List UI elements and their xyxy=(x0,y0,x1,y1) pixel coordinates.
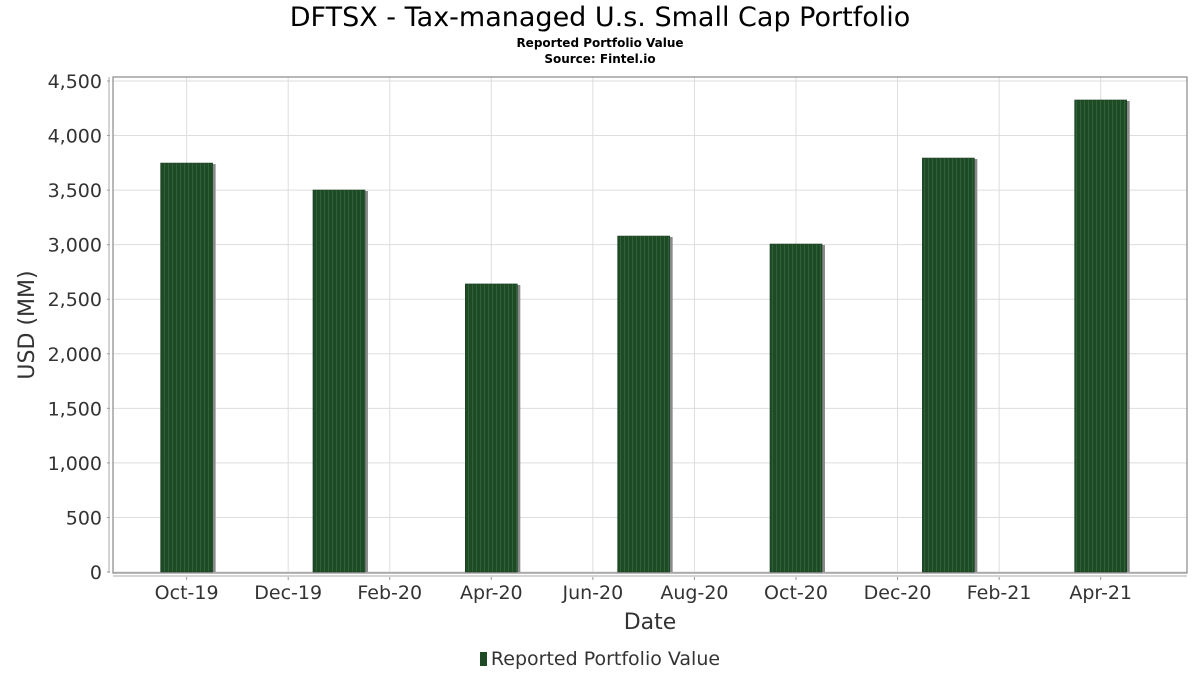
y-tick-label: 2,500 xyxy=(48,289,102,311)
bar-Jul-20 xyxy=(617,235,670,573)
x-tick-label: Aug-20 xyxy=(660,582,728,604)
chart-subtitle: Reported Portfolio Value xyxy=(516,36,684,50)
x-tick-label: Oct-19 xyxy=(155,582,219,604)
y-tick-label: 4,000 xyxy=(48,126,102,148)
x-axis: Oct-19 Dec-19 Feb-20 Apr-20 Jun-20 Aug-20 Oct-… xyxy=(113,575,1187,604)
legend-swatch xyxy=(479,652,487,666)
y-axis-label: USD (MM) xyxy=(15,270,40,379)
bar-Jan-21 xyxy=(922,157,975,573)
x-tick-label: Feb-20 xyxy=(357,582,422,604)
y-tick-label: 1,000 xyxy=(48,453,102,475)
x-tick-label: Apr-20 xyxy=(460,582,523,604)
x-tick-label: Feb-21 xyxy=(967,582,1032,604)
x-tick-label: Oct-20 xyxy=(764,582,828,604)
x-tick-label: Dec-20 xyxy=(864,582,932,604)
y-tick-label: 4,500 xyxy=(48,71,102,93)
bar-Jan-20 xyxy=(312,189,366,573)
chart-source: Source: Fintel.io xyxy=(544,52,656,66)
bar-Apr-20 xyxy=(465,283,518,573)
x-tick-label: Jun-20 xyxy=(562,582,624,604)
y-tick-label: 500 xyxy=(66,507,102,529)
chart-title: DFTSX - Tax-managed U.s. Small Cap Portf… xyxy=(289,2,911,33)
x-tick-label: Apr-21 xyxy=(1069,582,1132,604)
bar-Apr-21 xyxy=(1074,99,1127,573)
x-axis-label: Date xyxy=(624,610,677,635)
y-tick-label: 3,000 xyxy=(48,235,102,257)
legend: Reported Portfolio Value xyxy=(0,648,1200,670)
y-axis: 0 500 1,000 1,500 2,000 2,500 3,000 3,500 4,000 4… xyxy=(48,71,110,584)
legend-label: Reported Portfolio Value xyxy=(490,648,721,670)
bar-Oct-19 xyxy=(160,162,213,573)
y-tick-label: 1,500 xyxy=(48,398,102,420)
bars xyxy=(160,99,1130,573)
bar-Oct-20 xyxy=(769,243,823,573)
y-tick-label: 2,000 xyxy=(48,344,102,366)
plot-frame xyxy=(112,76,1188,574)
y-tick-label: 3,500 xyxy=(48,180,102,202)
y-tick-label: 0 xyxy=(90,562,102,584)
x-tick-label: Dec-19 xyxy=(254,582,322,604)
